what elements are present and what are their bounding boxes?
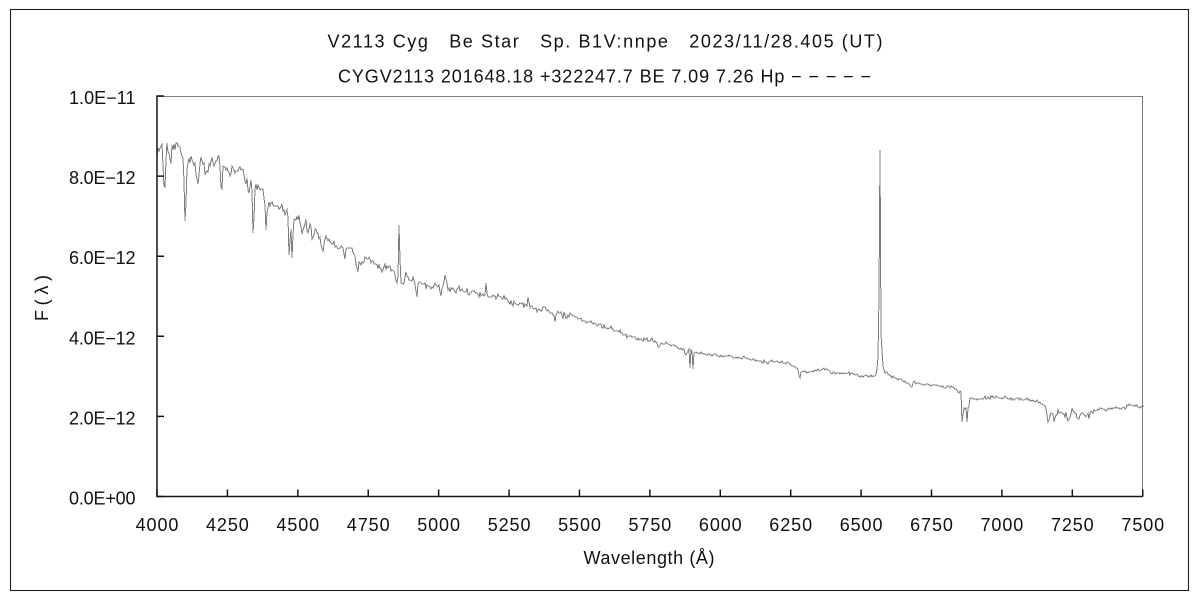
svg-text:5000: 5000	[417, 515, 460, 535]
svg-text:6500: 6500	[840, 515, 883, 535]
svg-text:5500: 5500	[558, 515, 601, 535]
svg-text:6250: 6250	[769, 515, 812, 535]
svg-text:7000: 7000	[981, 515, 1024, 535]
svg-text:4750: 4750	[347, 515, 390, 535]
svg-text:6.0E−12: 6.0E−12	[69, 248, 136, 268]
svg-text:4.0E−12: 4.0E−12	[69, 328, 136, 348]
svg-text:7250: 7250	[1051, 515, 1094, 535]
svg-text:6000: 6000	[699, 515, 742, 535]
svg-text:V2113 Cyg Be Star Sp. B1V:: V2113 Cyg Be Star Sp. B1V:nnpe 2023/11/2…	[328, 32, 883, 52]
svg-text:4250: 4250	[206, 515, 249, 535]
svg-text:CYGV2113 201648.18 +322247.7 B: CYGV2113 201648.18 +322247.7 BE 7.09 7.2…	[338, 67, 871, 87]
svg-text:5250: 5250	[488, 515, 531, 535]
svg-text:1.0E−11: 1.0E−11	[69, 88, 136, 108]
svg-text:7500: 7500	[1121, 515, 1164, 535]
svg-text:4000: 4000	[136, 515, 179, 535]
svg-text:5750: 5750	[629, 515, 672, 535]
svg-text:0.0E+00: 0.0E+00	[69, 489, 136, 509]
svg-text:4500: 4500	[276, 515, 319, 535]
svg-text:Wavelength (Å): Wavelength (Å)	[584, 548, 715, 568]
svg-text:2.0E−12: 2.0E−12	[69, 408, 136, 428]
svg-text:6750: 6750	[910, 515, 953, 535]
svg-text:8.0E−12: 8.0E−12	[69, 168, 136, 188]
